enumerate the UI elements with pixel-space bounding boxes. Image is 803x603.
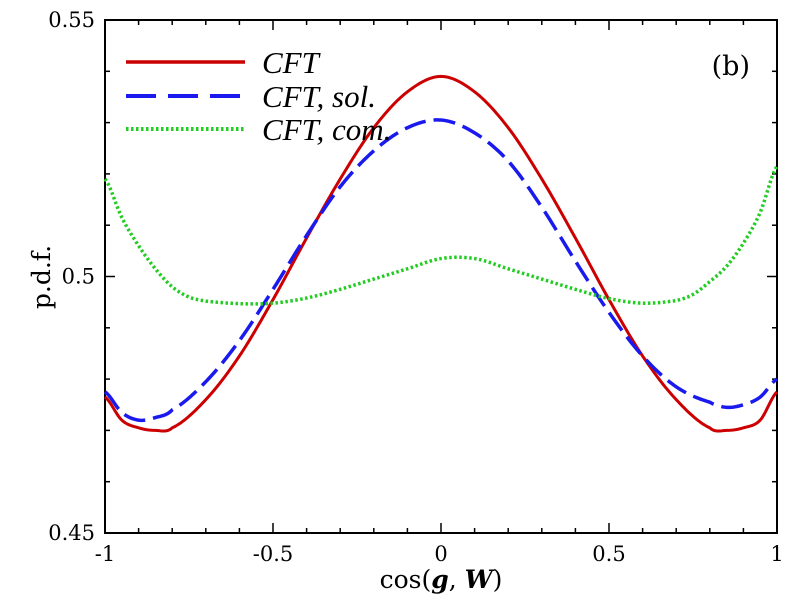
- x-axis-title-sep: ,: [449, 565, 465, 594]
- series-line-2: [103, 118, 778, 423]
- y-tick-label: 0.45: [48, 521, 95, 545]
- x-axis-title-prefix: cos(: [380, 565, 432, 594]
- legend-label-1: CFT: [262, 45, 322, 80]
- x-tick-label: 0.5: [592, 542, 625, 566]
- x-tick-label: -0.5: [253, 542, 294, 566]
- axis-ticks: [104, 19, 778, 534]
- x-axis-title-arg1: g: [431, 565, 448, 594]
- x-tick-label: 1: [770, 542, 783, 566]
- axis-tick-labels: -1 -0.5 0 0.5 1 0.45 0.5 0.55: [48, 8, 783, 566]
- y-axis-title: p.d.f.: [27, 245, 56, 309]
- y-tick-label: 0.5: [62, 265, 95, 289]
- legend-label-3: CFT, com.: [262, 112, 391, 147]
- x-axis-title-arg2: W: [465, 565, 496, 594]
- plot-frame: [104, 19, 778, 534]
- y-tick-label: 0.55: [48, 8, 95, 32]
- x-axis-title-suffix: ): [493, 565, 503, 594]
- legend-label-2: CFT, sol.: [262, 79, 376, 114]
- x-tick-label: -1: [95, 542, 115, 566]
- x-tick-label: 0: [434, 542, 447, 566]
- series-line-3: [103, 165, 779, 306]
- panel-label: (b): [712, 51, 750, 82]
- series-layer: [103, 74, 779, 433]
- x-axis-title: cos(g, W): [380, 565, 503, 594]
- series-line-1: [104, 74, 779, 433]
